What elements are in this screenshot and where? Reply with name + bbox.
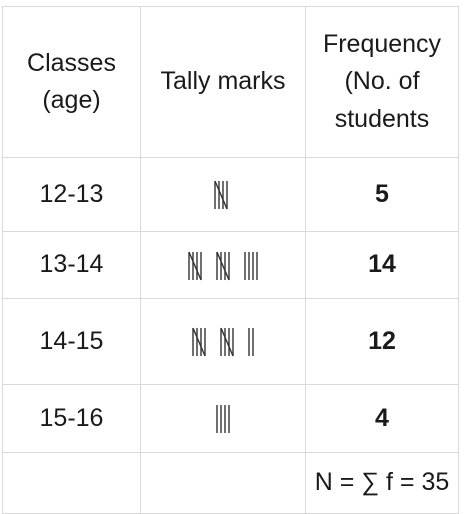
header-classes: Classes (age) — [2, 6, 141, 158]
class-cell: 13-14 — [2, 231, 141, 299]
header-frequency: Frequency (No. of students — [305, 6, 459, 158]
header-classes-line-1: Classes — [27, 48, 116, 77]
tally-cell — [140, 384, 306, 453]
tally-marks-icon — [213, 180, 233, 210]
header-frequency-line-1: Frequency — [322, 29, 442, 58]
tally-cell — [140, 298, 306, 385]
header-tally: Tally marks — [140, 6, 306, 158]
class-cell: 14-15 — [2, 298, 141, 385]
tally-cell — [140, 157, 306, 232]
total-row: N = ∑ f = 35 — [2, 452, 459, 514]
frequency-cell: 12 — [305, 298, 459, 385]
tally-marks-icon — [191, 327, 255, 357]
header-classes-line-2: (age) — [42, 86, 101, 114]
table-row: 12-13 5 — [2, 157, 459, 232]
empty-cell — [2, 452, 141, 514]
empty-cell — [140, 452, 306, 514]
total-cell: N = ∑ f = 35 — [305, 452, 459, 514]
class-cell: 15-16 — [2, 384, 141, 453]
frequency-cell: 4 — [305, 384, 459, 453]
tally-marks-icon — [215, 404, 231, 434]
header-frequency-line-3: students — [334, 104, 430, 133]
tally-cell — [140, 231, 306, 299]
frequency-cell: 14 — [305, 231, 459, 299]
class-cell: 12-13 — [2, 157, 141, 232]
tally-marks-icon — [187, 250, 259, 280]
table-row: 13-14 14 — [2, 231, 459, 299]
header-frequency-line-2: (No. of — [344, 67, 420, 96]
frequency-cell: 5 — [305, 157, 459, 232]
table-row: 15-16 4 — [2, 384, 459, 453]
frequency-table: Classes (age) Tally marks Frequency (No.… — [2, 6, 459, 514]
header-row: Classes (age) Tally marks Frequency (No.… — [2, 6, 459, 158]
table-row: 14-15 12 — [2, 298, 459, 385]
